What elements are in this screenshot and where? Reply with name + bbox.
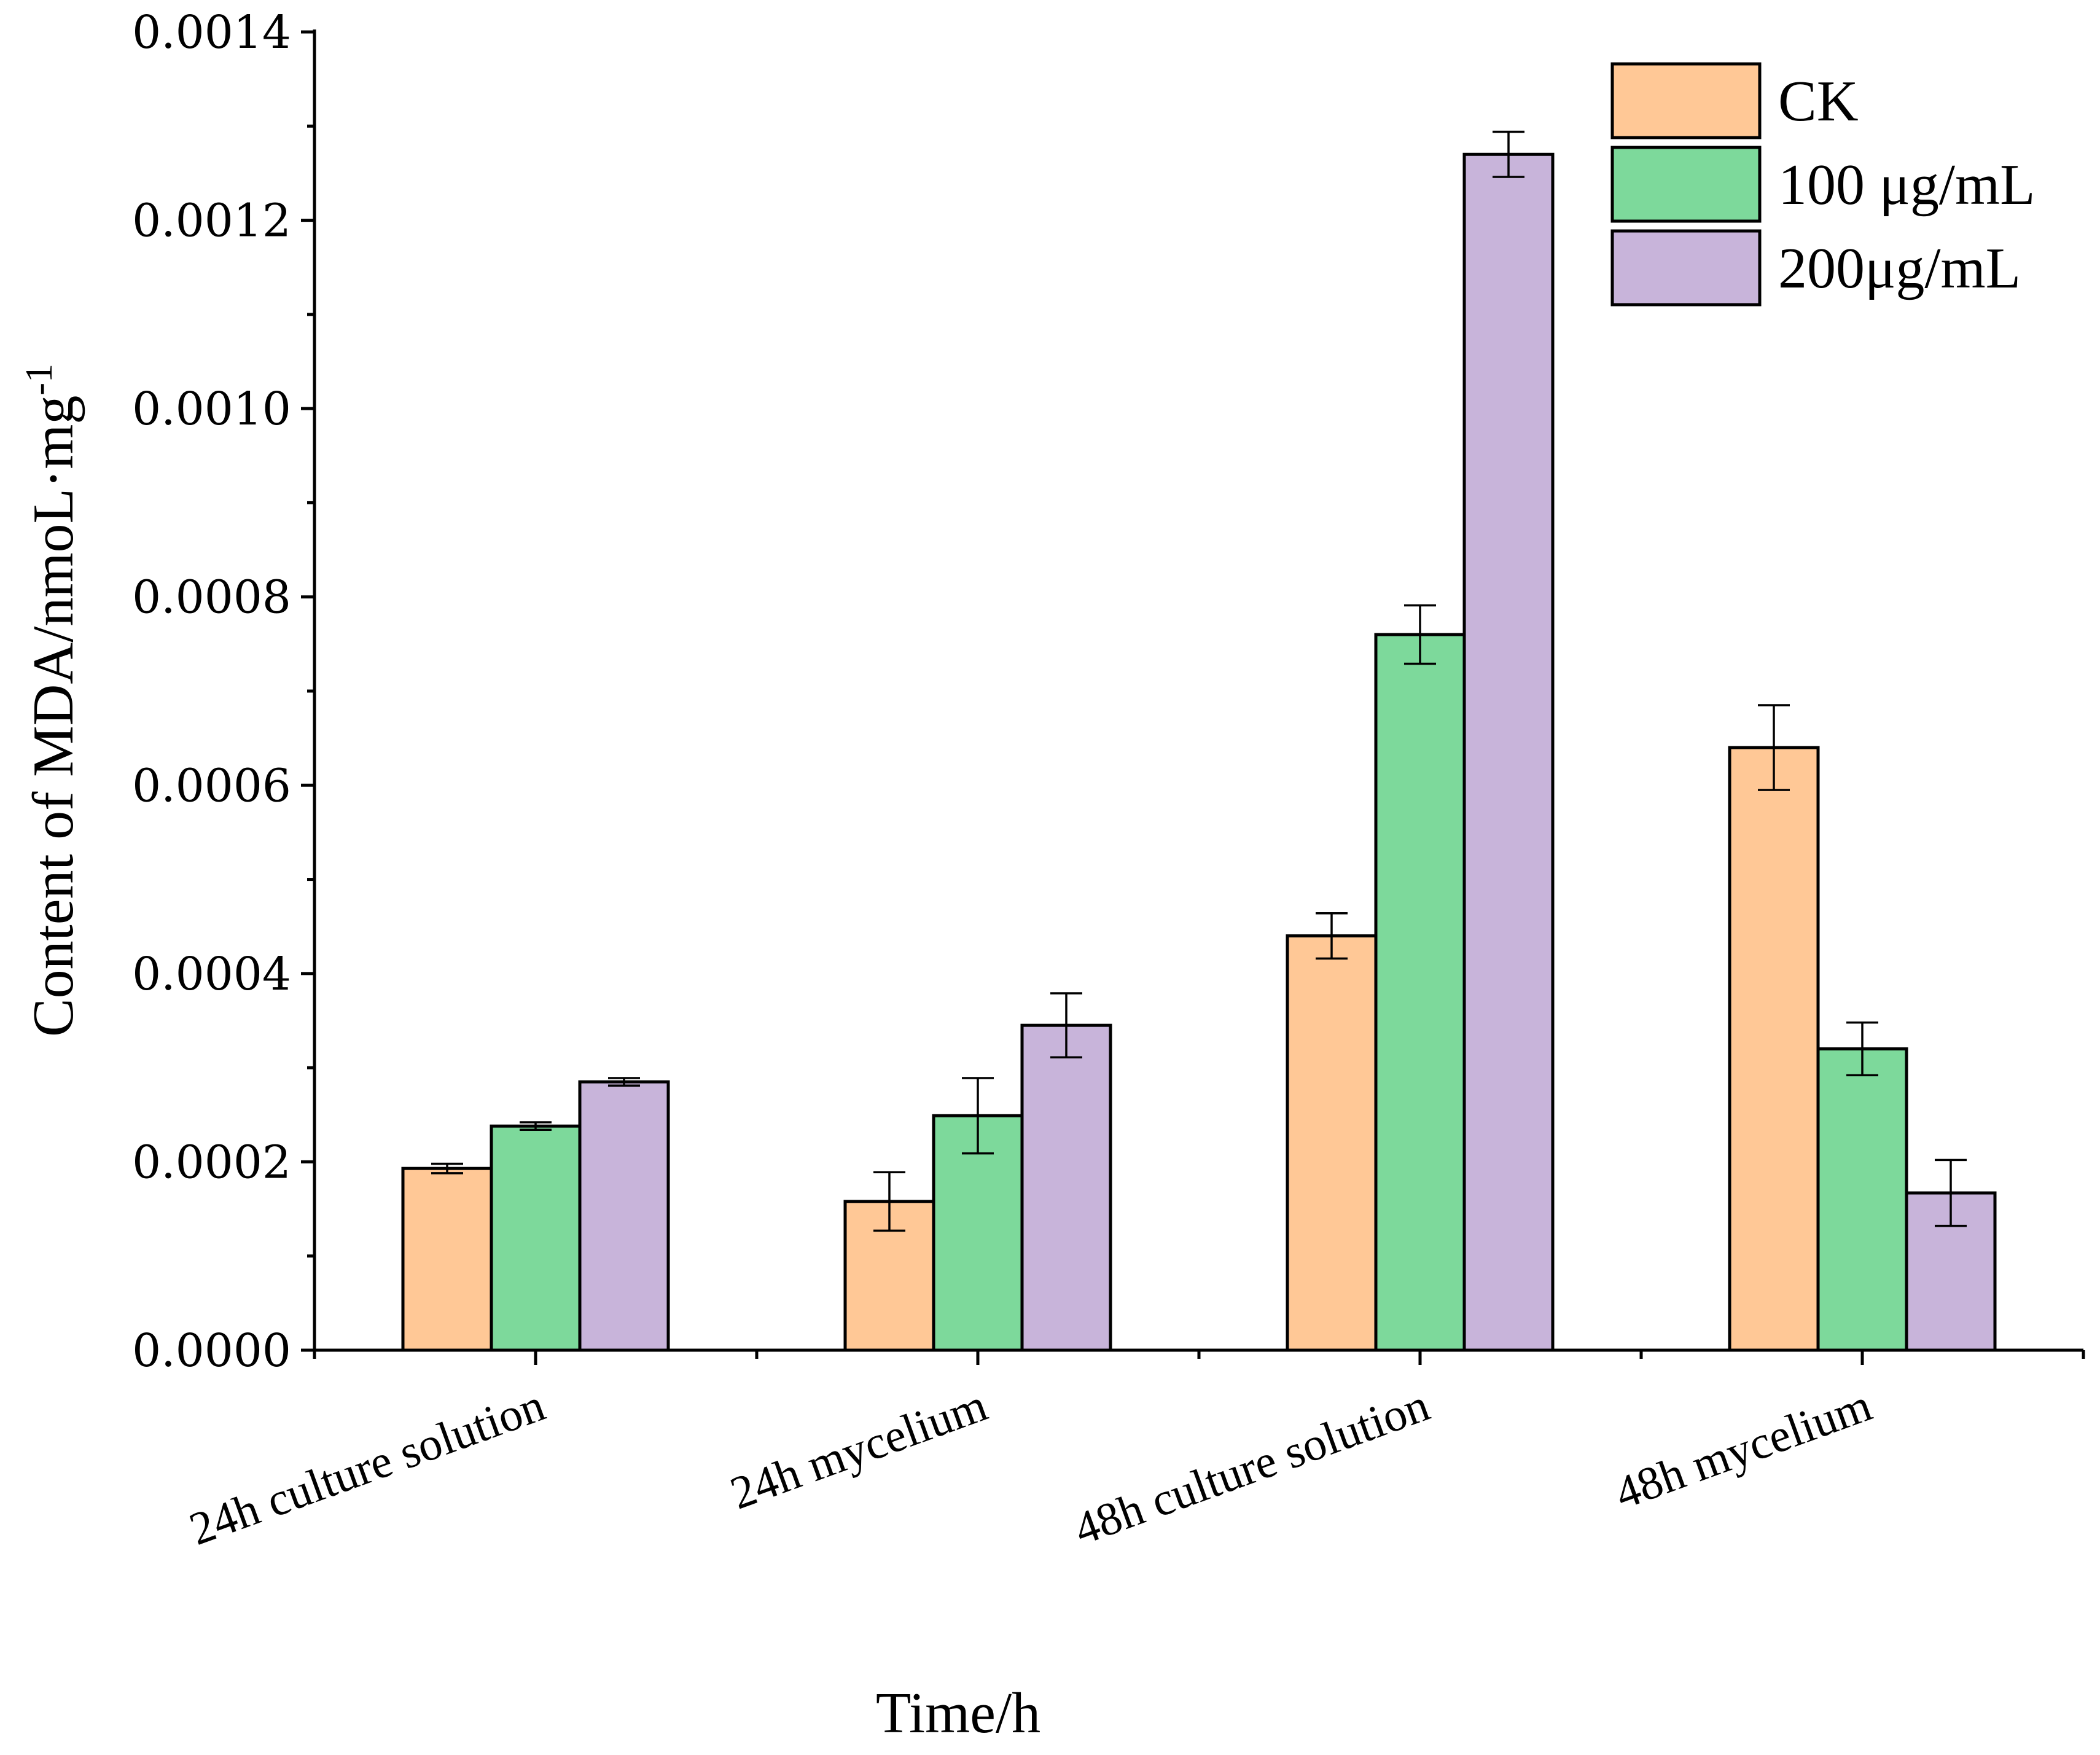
y-axis-title-superscript: -1 (18, 364, 60, 396)
y-tick-label: 0.0006 (132, 759, 291, 812)
legend-label: 200μg/mL (1778, 236, 2021, 300)
legend: CK 100 μg/mL 200μg/mL (1610, 62, 2036, 307)
y-tick-label: 0.0008 (132, 571, 291, 624)
bar-ck (401, 1167, 493, 1352)
x-tick-label: 48h mycelium (1608, 1379, 1878, 1519)
axes-layer: 0.0000 0.0002 0.0004 0.0006 0.0008 0.0010 0.00… (132, 6, 2085, 1377)
y-axis-title: Content of MDA/nmoL·mg-1 (18, 364, 85, 1037)
bars-layer (401, 152, 1997, 1352)
y-tick-label: 0.0002 (132, 1136, 291, 1189)
x-axis-title: Time/h (876, 1681, 1040, 1745)
legend-swatch (1610, 229, 1762, 307)
bar-200 (1020, 1023, 1112, 1352)
y-tick-label: 0.0014 (132, 6, 291, 59)
x-tick-label: 24h culture solution (183, 1379, 552, 1555)
y-tick-label: 0.0010 (132, 383, 291, 436)
legend-swatch (1610, 146, 1762, 223)
y-tick-label: 0.0000 (132, 1324, 291, 1377)
x-tick-label: 24h mycelium (724, 1379, 993, 1519)
x-tick-label: 48h culture solution (1068, 1379, 1436, 1555)
labels-layer: Time/h Content of MDA/nmoL·mg-1 24h cult… (18, 364, 1878, 1745)
y-axis-title-text: Content of MDA/nmoL·mg (21, 396, 85, 1037)
bar-100 (490, 1124, 582, 1352)
bar-ck (1728, 746, 1820, 1352)
bar-ck (1286, 934, 1378, 1352)
bar-100 (1374, 633, 1466, 1352)
error-bars-layer (431, 130, 1967, 1232)
legend-label: CK (1778, 69, 1859, 133)
bar-100 (1816, 1047, 1908, 1352)
bar-200 (578, 1080, 670, 1352)
legend-swatch (1610, 62, 1762, 139)
bar-100 (932, 1114, 1024, 1352)
y-tick-label: 0.0012 (132, 195, 291, 248)
legend-label: 100 μg/mL (1778, 153, 2036, 217)
y-tick-label: 0.0004 (132, 948, 291, 1001)
bar-200 (1462, 152, 1555, 1352)
